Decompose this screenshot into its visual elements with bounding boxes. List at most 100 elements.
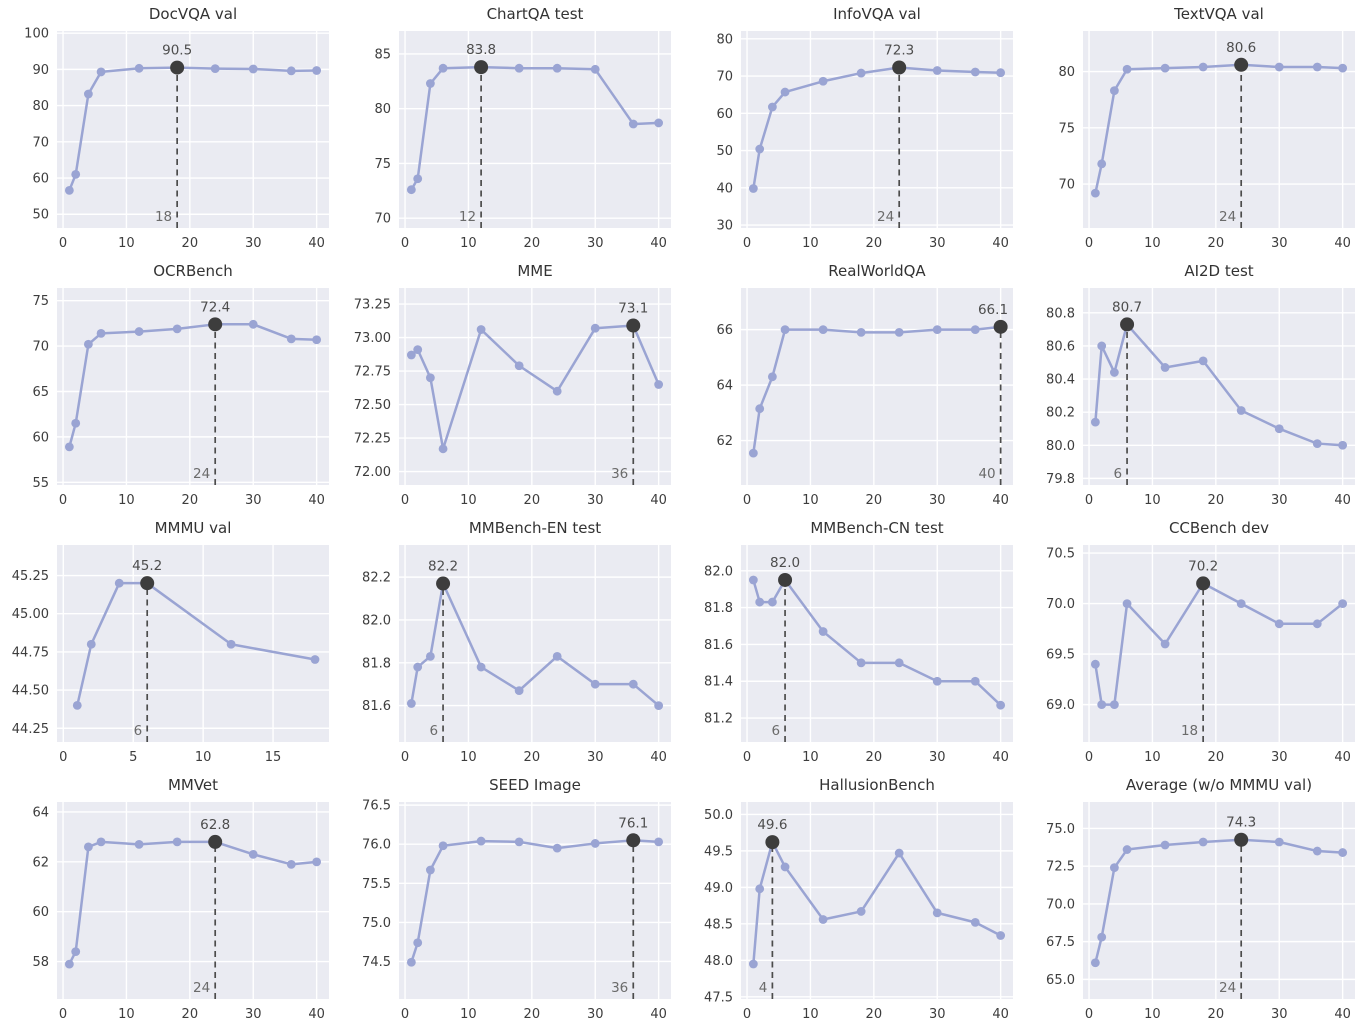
x-tick-label: 20: [1208, 236, 1225, 251]
x-tick-label: 10: [118, 493, 135, 508]
x-tick-label: 0: [743, 1007, 751, 1022]
peak-x-annotation: 24: [1219, 209, 1236, 225]
data-point: [172, 837, 182, 847]
x-tick-label: 0: [59, 1007, 67, 1022]
x-tick-label: 40: [1334, 236, 1351, 251]
x-tick-label: 10: [802, 1007, 819, 1022]
chart-seed-image: 74.5 75.0 75.5 76.0 76.5 0 10 20 30 40 SEED Image 7…: [362, 776, 671, 1022]
chart-title: MMMU val: [155, 519, 232, 537]
data-point: [818, 325, 828, 335]
data-point: [932, 66, 942, 75]
y-tick-label: 48.0: [704, 954, 733, 969]
data-line: [752, 840, 1002, 966]
x-tick-label: 40: [308, 1007, 325, 1022]
data-point: [312, 335, 322, 345]
data-point: [425, 373, 435, 383]
x-tick-label: 0: [59, 493, 67, 508]
data-point: [1312, 62, 1322, 72]
chart-title: OCRBench: [153, 262, 232, 280]
data-point: [970, 325, 980, 335]
x-tick-label: 10: [118, 1007, 135, 1022]
data-point: [83, 842, 93, 852]
plot-area: [1083, 31, 1355, 228]
y-tick-label: 70.5: [1046, 547, 1075, 562]
peak-x-annotation: 40: [978, 466, 995, 482]
y-tick-label: 75: [32, 294, 49, 309]
peak-value-annotation: 80.6: [1226, 40, 1256, 56]
y-tick-label: 60: [32, 430, 49, 445]
x-tick-label: 0: [1085, 236, 1093, 251]
data-point: [310, 655, 320, 664]
x-tick-label: 30: [929, 750, 946, 765]
data-point: [514, 63, 524, 73]
data-point: [83, 89, 93, 99]
x-tick-label: 20: [182, 1007, 199, 1022]
chart-title: InfoVQA val: [833, 5, 921, 23]
data-point: [248, 319, 258, 329]
x-tick-label: 0: [1085, 493, 1093, 508]
chart-average-wo-mmmu: 65.0 67.5 70.0 72.5 75.0 0 10 20 30 40 Average (w/…: [1046, 776, 1355, 1022]
data-point: [1274, 837, 1284, 847]
data-line: [1094, 63, 1344, 195]
chart-realworldqa: 62 64 66 0 10 20 30 40 RealWorldQA 66.1 40: [716, 262, 1013, 508]
chart-title: MMBench-CN test: [810, 519, 943, 537]
x-tick-label: 20: [1208, 750, 1225, 765]
data-point: [1236, 406, 1246, 415]
y-tick-label: 64: [32, 805, 49, 820]
plot-area: [57, 288, 329, 485]
peak-marker: [765, 835, 780, 850]
y-tick-label: 45.00: [12, 607, 49, 622]
data-line: [1094, 323, 1344, 447]
y-tick-label: 81.8: [362, 656, 391, 671]
data-point: [64, 442, 74, 452]
peak-marker: [170, 60, 185, 75]
data-point: [1236, 599, 1246, 608]
peak-value-annotation: 90.5: [162, 43, 192, 59]
data-point: [932, 908, 942, 918]
chart-title: MMVet: [168, 776, 218, 794]
x-tick-label: 15: [265, 750, 282, 765]
x-tick-label: 40: [650, 750, 667, 765]
x-tick-label: 0: [743, 493, 751, 508]
data-point: [894, 848, 904, 858]
plot-area: [399, 545, 671, 742]
data-point: [1090, 659, 1100, 669]
x-tick-label: 30: [929, 236, 946, 251]
y-tick-label: 49.0: [704, 881, 733, 896]
data-point: [1109, 86, 1119, 96]
y-tick-label: 50: [716, 144, 733, 159]
x-tick-label: 40: [308, 493, 325, 508]
chart-mmvet: 58 60 62 64 0 10 20 30 40 MMVet 62.8 24: [32, 776, 329, 1022]
peak-marker: [993, 319, 1008, 334]
peak-x-annotation: 24: [1219, 980, 1236, 996]
data-point: [1312, 619, 1322, 629]
peak-value-annotation: 76.1: [618, 815, 648, 831]
data-line: [752, 66, 1002, 190]
data-point: [748, 448, 758, 458]
chart-mme: 72.00 72.25 72.50 72.75 73.00 73.25 0 10 20 30 40 M…: [354, 262, 671, 508]
x-tick-label: 20: [524, 493, 541, 508]
data-point: [248, 64, 258, 74]
data-point: [755, 884, 765, 894]
data-line: [76, 581, 317, 707]
y-tick-label: 70: [32, 340, 49, 355]
x-tick-label: 40: [650, 493, 667, 508]
peak-value-annotation: 49.6: [757, 817, 787, 833]
y-tick-label: 90: [32, 63, 49, 78]
data-point: [894, 658, 904, 668]
data-point: [476, 325, 486, 334]
y-tick-label: 82.0: [704, 564, 733, 579]
x-tick-label: 30: [587, 1007, 604, 1022]
data-point: [1198, 356, 1208, 366]
y-tick-label: 85: [374, 47, 391, 62]
y-tick-label: 75.0: [1046, 822, 1075, 837]
data-point: [86, 639, 96, 649]
x-tick-label: 30: [587, 236, 604, 251]
data-point: [1312, 439, 1322, 449]
data-line: [1094, 582, 1344, 706]
peak-x-annotation: 12: [459, 209, 476, 225]
data-point: [413, 174, 423, 184]
data-point: [654, 837, 664, 847]
data-point: [628, 119, 638, 129]
data-point: [71, 170, 81, 179]
